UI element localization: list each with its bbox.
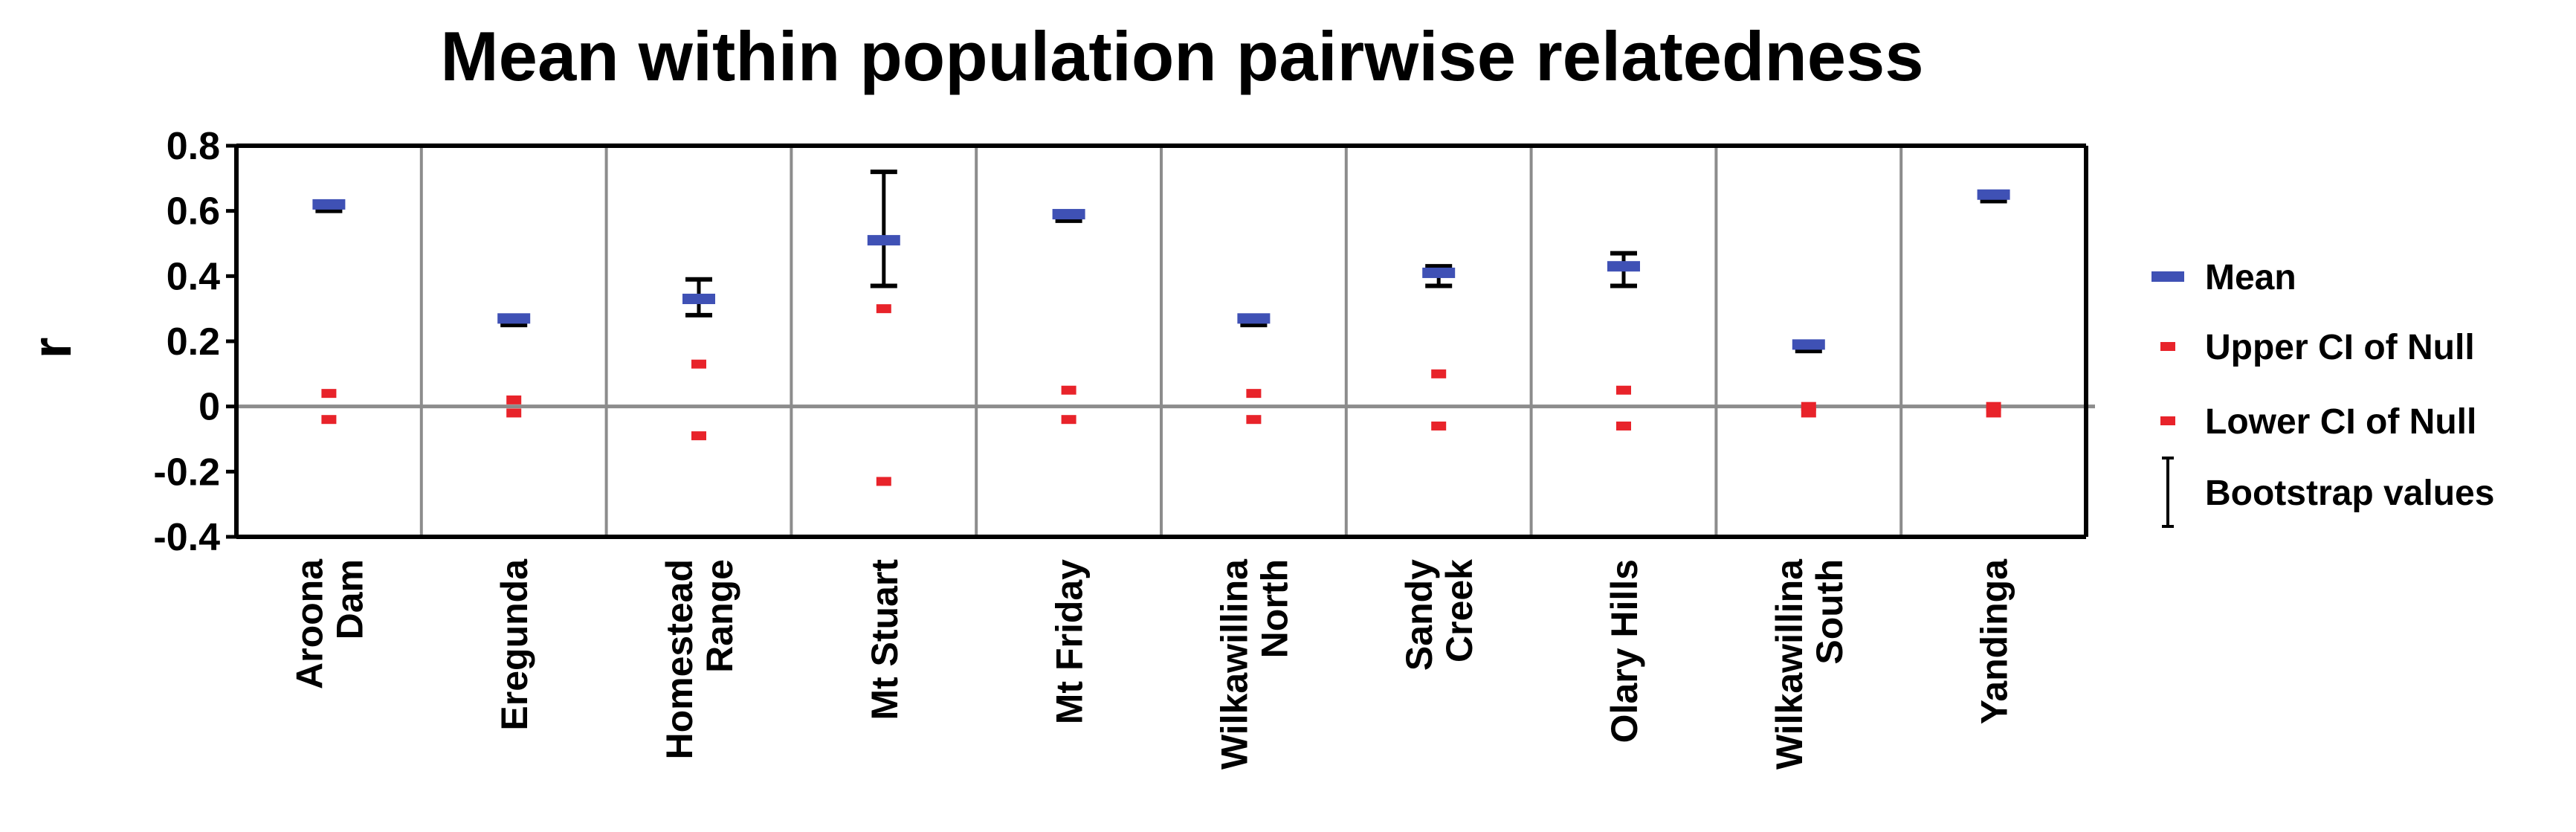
data-marks [312,170,2010,486]
category-label-line: Homestead [659,559,700,760]
y-axis-label: r [21,338,83,359]
upper-ci-point [1061,385,1076,395]
upper-ci-point [1431,369,1447,378]
upper-ci-point [321,389,337,399]
category-label-line: South [1809,559,1850,665]
category-label: Yandinga [1974,558,2015,724]
upper-ci-point [506,395,522,404]
y-tick-label: 0.4 [167,255,220,298]
lower-ci-point [1801,408,1816,418]
lower-ci-point [506,408,522,418]
category-label-line: North [1253,559,1295,658]
category-label-line: Range [699,559,740,673]
y-tick-labels: 0.8 0.6 0.4 0.2 0 -0.2 -0.4 [153,125,220,559]
legend-lower-ci-marker [2160,416,2175,425]
axes [226,143,2088,539]
mean-point [1977,189,2010,200]
legend-label: Mean [2205,258,2296,297]
lower-ci-point [1986,408,2001,418]
legend-upper-ci-marker [2160,342,2175,351]
category-label: Olary Hills [1604,559,1645,743]
upper-ci-point [1616,385,1631,395]
category-label-line: Yandinga [1974,558,2015,724]
category-label-line: Dam [329,559,370,639]
mean-point [497,313,531,324]
lower-ci-point [1616,421,1631,430]
category-label-line: Mt Friday [1049,559,1091,724]
mean-point [1607,261,1640,272]
mean-point [867,235,900,246]
upper-ci-point [876,304,891,314]
upper-ci-point [691,359,706,369]
upper-ci-point [1246,389,1262,399]
y-tick-label: -0.2 [153,451,220,494]
lower-ci-point [691,431,706,441]
mean-point [312,199,346,210]
lower-ci-point [876,477,891,486]
category-label: Eregunda [494,558,535,731]
category-label: Mt Stuart [864,559,906,720]
chart-title: Mean within population pairwise relatedn… [440,17,1923,95]
legend-label: Bootstrap values [2205,474,2494,513]
legend-label: Lower CI of Null [2205,402,2476,442]
lower-ci-point [1431,421,1447,430]
mean-point [1792,339,1825,350]
category-label-line: Wilkawillina [1769,558,1810,770]
category-label-line: Aroona [288,558,330,689]
mean-point [1422,267,1456,278]
y-tick-label: -0.4 [153,516,220,559]
mean-point [682,294,715,305]
category-label-line: Eregunda [494,558,535,731]
legend-label: Upper CI of Null [2205,328,2475,367]
category-label-line: Mt Stuart [864,559,906,720]
mean-point [1052,209,1085,220]
category-label-line: Olary Hills [1604,559,1645,743]
lower-ci-point [1061,415,1076,425]
y-tick-label: 0.8 [167,125,220,168]
lower-ci-point [321,415,337,425]
y-tick-label: 0.6 [167,190,220,233]
y-tick-label: 0.2 [167,320,220,364]
category-label-line: Creek [1439,559,1480,662]
legend: Mean Upper CI of Null Lower CI of Null Boot… [2151,258,2494,528]
legend-mean-marker [2151,271,2184,282]
mean-point [1237,313,1271,324]
grid [236,146,2095,537]
category-label-line: Wilkawillina [1213,558,1255,770]
y-tick-label: 0 [198,386,220,429]
category-label: Mt Friday [1049,559,1091,724]
category-label-line: Sandy [1398,559,1440,671]
lower-ci-point [1246,415,1262,425]
